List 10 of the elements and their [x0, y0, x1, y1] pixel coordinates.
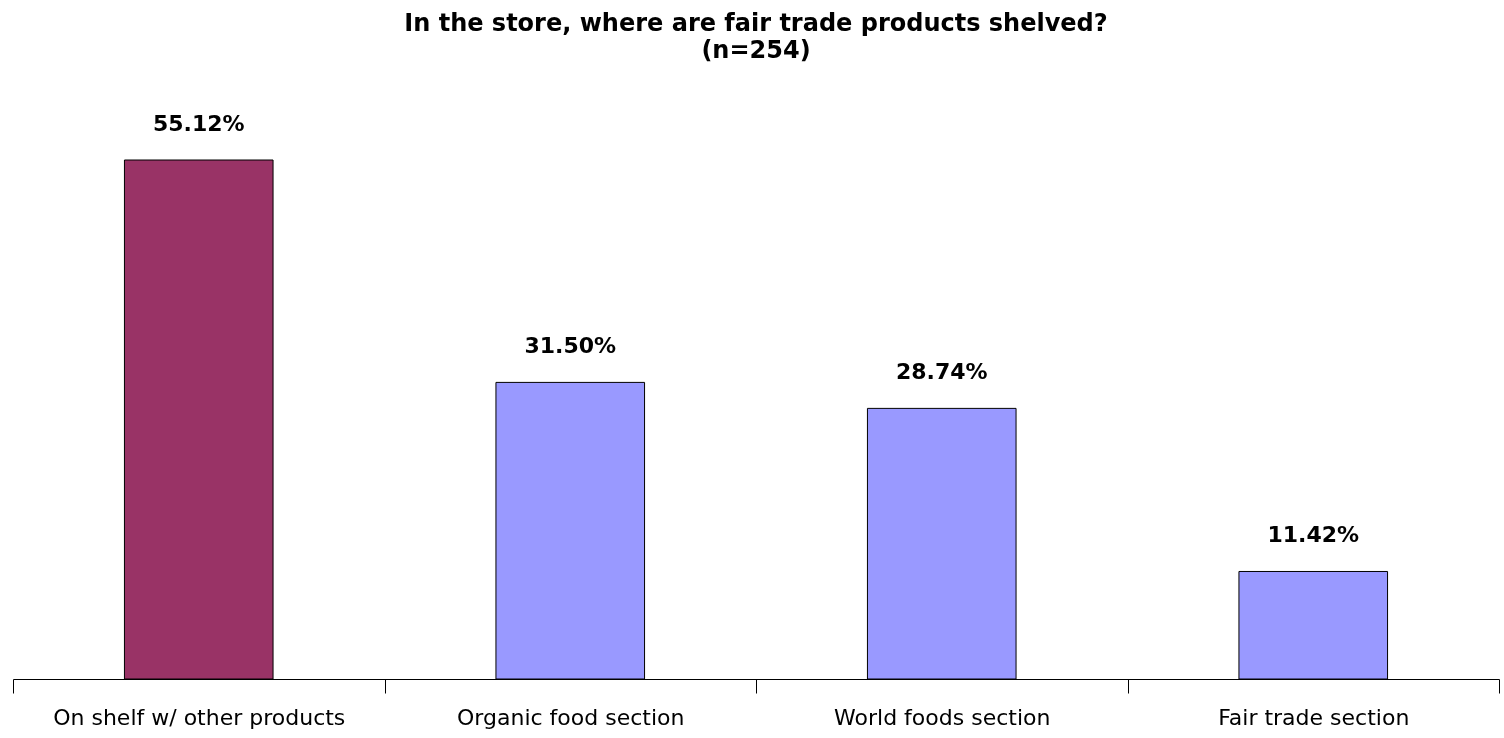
- data-label: 31.50%: [524, 333, 617, 359]
- x-tick-label: Organic food section: [457, 704, 685, 730]
- chart-title: In the store, where are fair trade products shelved?: [404, 9, 1108, 37]
- x-tick-label: Fair trade section: [1218, 704, 1410, 730]
- data-label: 11.42%: [1267, 522, 1360, 548]
- x-tick-label: On shelf w/ other products: [53, 704, 346, 730]
- data-label: 28.74%: [895, 359, 988, 385]
- x-tick-label: World foods section: [834, 704, 1051, 730]
- data-label: 55.12%: [152, 111, 245, 136]
- chart-subtitle: (n=254): [701, 36, 811, 64]
